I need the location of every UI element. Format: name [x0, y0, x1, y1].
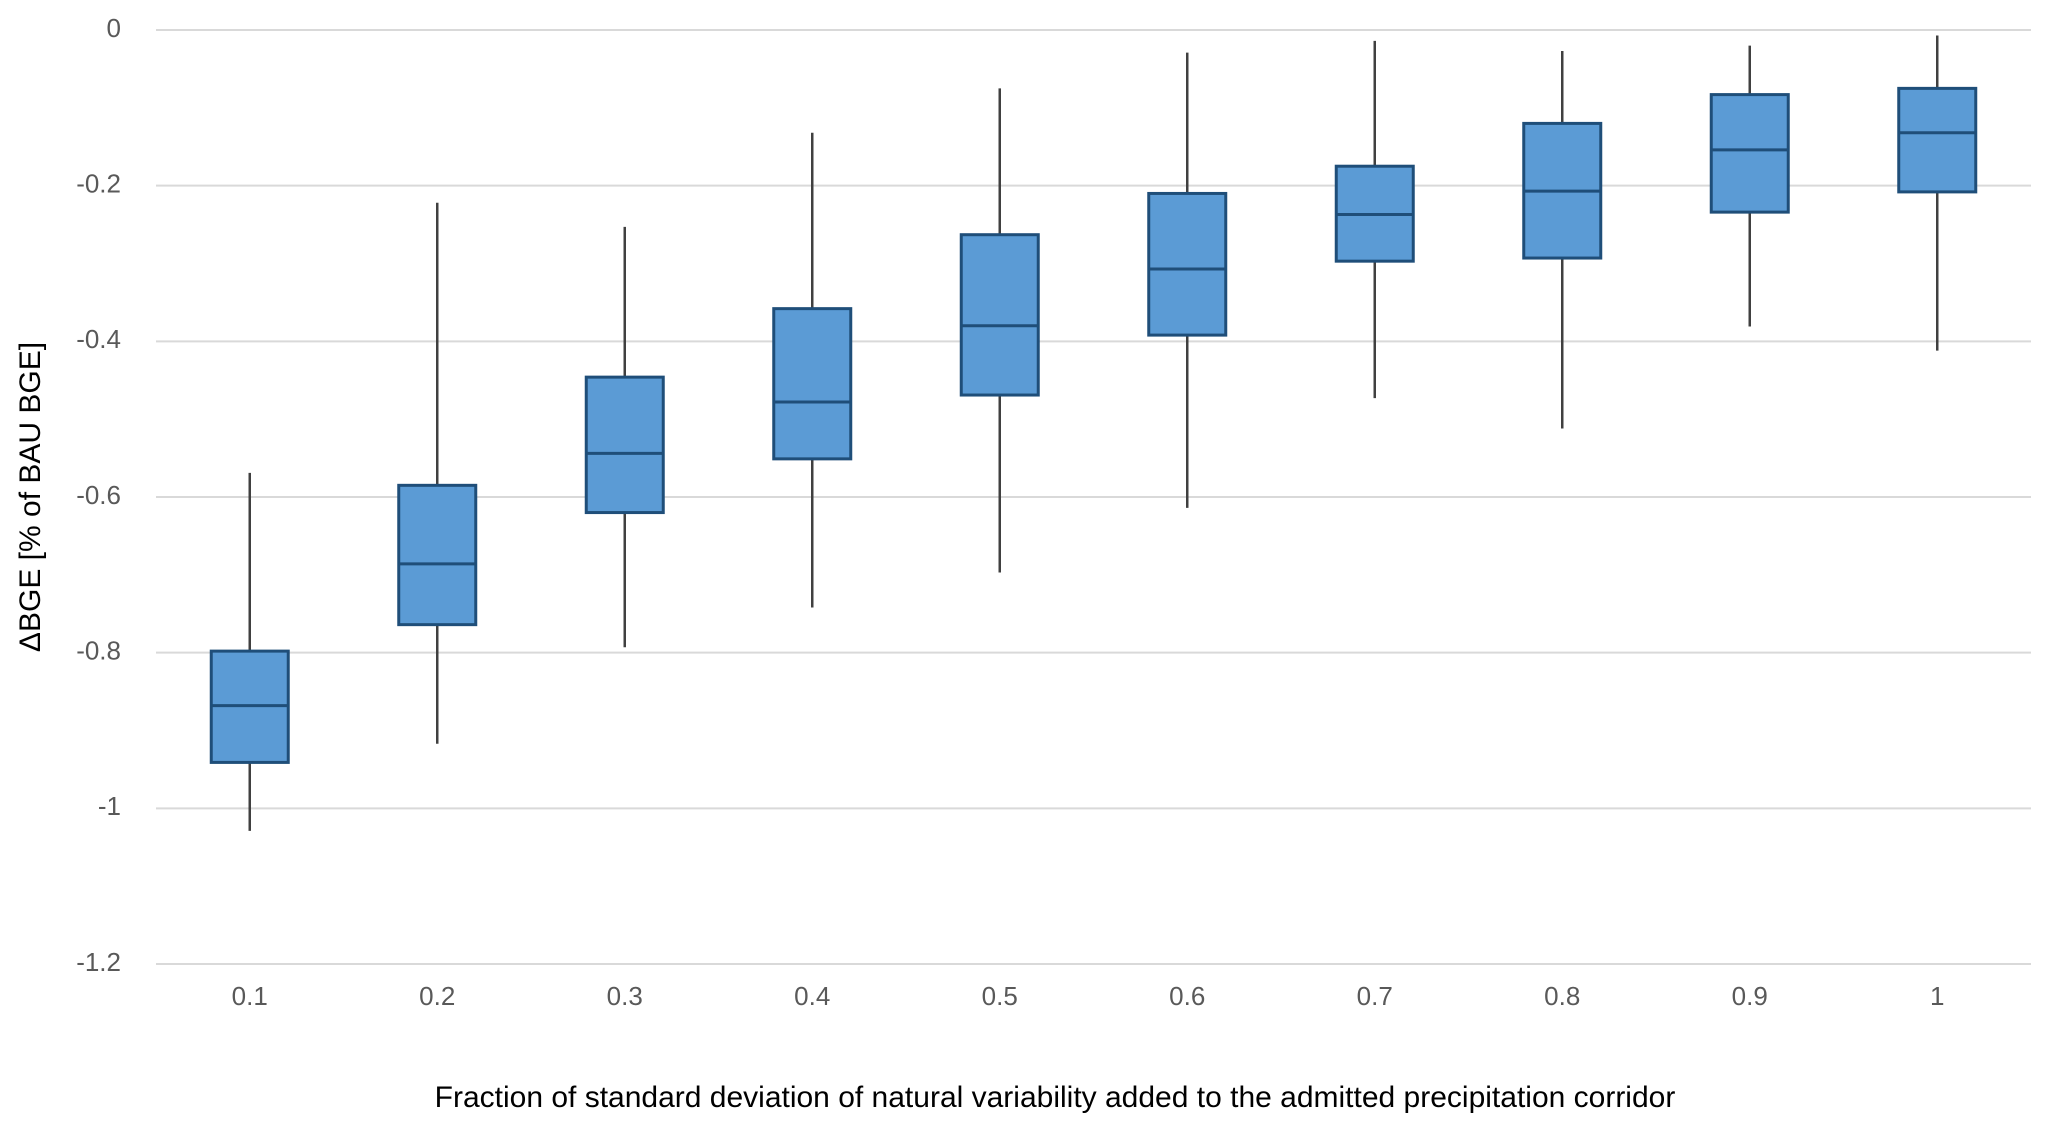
- x-tick-label: 0.8: [1544, 981, 1580, 1011]
- x-tick-label: 0.5: [982, 981, 1018, 1011]
- y-tick-label: -0.2: [76, 169, 121, 199]
- x-tick-label: 0.7: [1357, 981, 1393, 1011]
- box: [1709, 93, 1790, 214]
- x-tick-label: 0.2: [419, 981, 455, 1011]
- box: [397, 483, 478, 627]
- x-axis-title: Fraction of standard deviation of natura…: [435, 1081, 1676, 1114]
- y-tick-label: 0: [107, 13, 121, 43]
- y-tick-label: -0.8: [76, 636, 121, 666]
- box: [959, 233, 1040, 397]
- x-tick-label: 0.1: [232, 981, 268, 1011]
- box: [772, 307, 853, 461]
- box: [1147, 191, 1228, 337]
- y-tick-label: -1.2: [76, 947, 121, 977]
- box: [1897, 86, 1978, 194]
- x-tick-label: 0.6: [1169, 981, 1205, 1011]
- y-axis-title: ΔBGE [% of BAU BGE]: [14, 342, 47, 652]
- y-tick-label: -0.4: [76, 324, 121, 354]
- box: [584, 375, 665, 515]
- y-tick-label: -1: [98, 791, 121, 821]
- x-tick-label: 0.4: [794, 981, 830, 1011]
- y-tick-label: -0.6: [76, 480, 121, 510]
- x-tick-label: 1: [1930, 981, 1944, 1011]
- x-tick-label: 0.3: [607, 981, 643, 1011]
- x-tick-label: 0.9: [1732, 981, 1768, 1011]
